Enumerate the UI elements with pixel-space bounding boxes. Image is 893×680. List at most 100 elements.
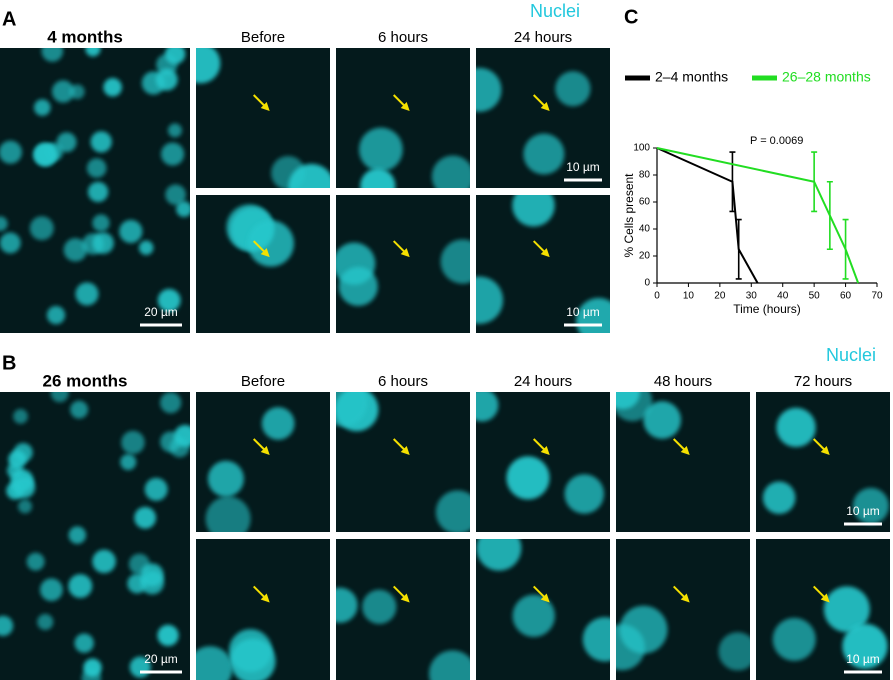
nucleus: [155, 68, 178, 91]
nucleus: [68, 574, 93, 599]
nucleus: [429, 650, 470, 680]
nucleus: [842, 623, 888, 669]
nucleus: [772, 617, 816, 661]
nucleus: [74, 633, 94, 653]
nucleus: [852, 487, 889, 524]
arrow-head: [820, 593, 830, 603]
timepoint-label: 24 hours: [514, 29, 572, 46]
nucleus: [160, 431, 182, 453]
micrograph: 10 µm: [756, 392, 890, 532]
nucleus: [476, 67, 502, 112]
timepoint-label: Before: [241, 29, 285, 46]
y-tick-label: 40: [639, 224, 651, 235]
nucleus: [13, 476, 36, 499]
nucleus: [555, 71, 591, 107]
nucleus: [29, 216, 54, 241]
x-tick-label: 60: [840, 291, 852, 302]
nucleus: [63, 238, 88, 262]
nucleus: [165, 48, 186, 65]
micrograph: [476, 392, 610, 532]
micrograph: [336, 539, 470, 680]
nucleus: [476, 276, 504, 324]
micrograph: [196, 48, 330, 188]
nucleus: [582, 617, 610, 662]
timepoint-label: 72 hours: [794, 373, 852, 390]
nucleus: [0, 232, 21, 254]
age-title: 26 months: [42, 371, 127, 390]
nucleus: [564, 474, 605, 514]
nucleus: [476, 392, 499, 422]
error-bar: [826, 180, 833, 251]
panel-label: B: [2, 352, 16, 374]
micrograph: 20 µm: [0, 392, 190, 680]
nucleus: [128, 553, 150, 575]
nucleus: [41, 48, 64, 62]
timepoint-label: 48 hours: [654, 373, 712, 390]
nucleus: [46, 305, 66, 325]
nucleus: [144, 477, 168, 501]
x-tick-label: 10: [683, 291, 695, 302]
nucleus: [362, 589, 397, 624]
scale-bar-label: 20 µm: [144, 305, 178, 319]
nucleus: [205, 496, 251, 532]
arrow-head: [400, 248, 410, 258]
nucleus: [619, 605, 668, 654]
nucleus: [120, 454, 137, 471]
nucleus: [360, 168, 396, 188]
arrow-head: [260, 446, 270, 455]
nucleus: [0, 615, 14, 636]
error-bar: [729, 151, 736, 213]
nucleus: [523, 133, 565, 175]
nucleus: [261, 407, 295, 440]
nucleus: [13, 409, 28, 424]
nucleus: [512, 594, 555, 637]
nucleus: [359, 127, 403, 172]
nucleus: [18, 499, 33, 514]
nucleus: [616, 392, 640, 410]
nucleus: [26, 552, 45, 571]
y-tick-label: 100: [633, 143, 650, 154]
x-tick-label: 70: [871, 291, 883, 302]
nucleus: [82, 233, 104, 255]
scale-bar-label: 10 µm: [566, 305, 600, 319]
nucleus: [196, 646, 233, 680]
nucleus: [70, 400, 89, 419]
nucleus: [103, 77, 122, 97]
micrograph: [476, 539, 610, 680]
nucleus: [138, 240, 154, 255]
nucleus: [161, 142, 185, 166]
timepoint-label: Before: [241, 373, 285, 390]
nucleus: [0, 216, 8, 232]
micrograph: [336, 195, 470, 333]
arrow-head: [260, 248, 270, 258]
arrow-head: [260, 593, 270, 603]
arrow-head: [540, 102, 550, 111]
x-tick-label: 50: [809, 291, 821, 302]
error-bar: [842, 218, 849, 280]
nucleus: [718, 632, 750, 671]
x-tick-label: 40: [777, 291, 789, 302]
arrow-head: [540, 593, 550, 603]
nucleus: [0, 140, 22, 164]
nucleus: [75, 282, 99, 306]
micrograph: 20 µm: [0, 48, 190, 333]
nucleus: [176, 201, 190, 218]
micrograph: [196, 539, 330, 680]
nucleus: [440, 239, 470, 284]
timepoint-label: 24 hours: [514, 373, 572, 390]
y-tick-label: 0: [644, 278, 650, 289]
nucleus: [157, 288, 181, 312]
nucleus: [56, 132, 77, 153]
x-tick-label: 20: [714, 291, 726, 302]
nucleus: [167, 123, 182, 138]
nucleus: [69, 84, 85, 100]
micrograph: [616, 392, 750, 532]
nucleus: [87, 181, 109, 203]
nucleus: [336, 392, 368, 427]
nucleus: [431, 155, 470, 188]
annotation: P = 0.0069: [750, 135, 803, 147]
panel-label: A: [2, 8, 16, 30]
nucleus: [336, 587, 358, 623]
panel-label: C: [624, 6, 638, 28]
